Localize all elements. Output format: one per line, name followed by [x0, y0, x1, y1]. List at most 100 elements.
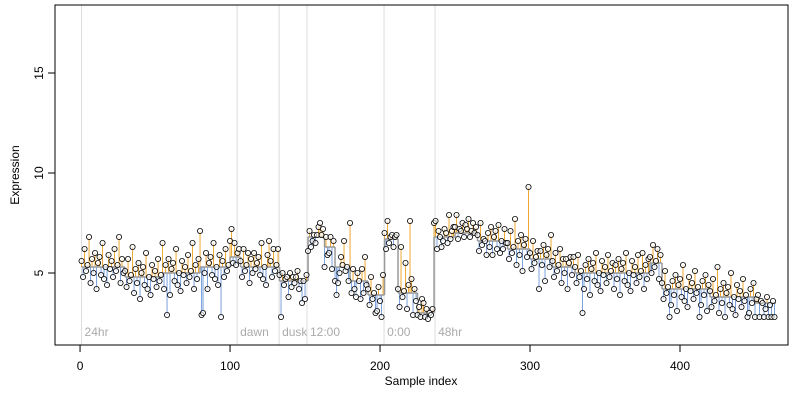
- data-point: [240, 245, 247, 252]
- data-point: [435, 227, 442, 234]
- data-point: [617, 291, 624, 298]
- data-point: [447, 235, 454, 242]
- data-point: [116, 233, 123, 240]
- y-tick-label: 10: [32, 166, 46, 180]
- data-point: [263, 281, 270, 288]
- marker-label: 48hr: [438, 325, 462, 339]
- data-point: [338, 253, 345, 260]
- data-point: [428, 311, 435, 318]
- data-point: [582, 261, 589, 268]
- data-point: [566, 259, 573, 266]
- data-point: [530, 237, 537, 244]
- data-point: [156, 277, 163, 284]
- data-point: [188, 267, 195, 274]
- data-point: [678, 293, 685, 300]
- data-point: [618, 265, 625, 272]
- data-point: [488, 223, 495, 230]
- data-point: [612, 261, 619, 268]
- data-point: [384, 217, 391, 224]
- data-point: [518, 231, 525, 238]
- data-point: [255, 253, 262, 260]
- data-point: [317, 219, 324, 226]
- data-point: [305, 247, 312, 254]
- x-tick-label: 200: [370, 359, 390, 373]
- data-point: [104, 281, 111, 288]
- data-point: [159, 239, 166, 246]
- data-point: [288, 283, 295, 290]
- data-point: [668, 301, 675, 308]
- data-point: [533, 253, 540, 260]
- data-point: [651, 263, 658, 270]
- data-point: [347, 219, 354, 226]
- data-point: [698, 301, 705, 308]
- data-point: [699, 277, 706, 284]
- x-tick-label: 300: [520, 359, 540, 373]
- data-point: [300, 277, 307, 284]
- data-point: [485, 229, 492, 236]
- data-point: [507, 227, 514, 234]
- data-point: [716, 309, 723, 316]
- data-point: [293, 273, 300, 280]
- data-point: [308, 243, 315, 250]
- data-point: [99, 239, 106, 246]
- plot-frame: [54, 4, 789, 346]
- data-point: [482, 237, 489, 244]
- data-point: [150, 275, 157, 282]
- data-point: [179, 257, 186, 264]
- data-point: [260, 275, 267, 282]
- data-point: [501, 225, 508, 232]
- data-point: [585, 255, 592, 262]
- data-point: [161, 285, 168, 292]
- point-layer: [78, 183, 778, 322]
- axes-layer: 0 100 200 300 400 5 10 15: [32, 66, 690, 373]
- data-point: [396, 303, 403, 310]
- data-point: [96, 253, 103, 260]
- data-point: [531, 259, 538, 266]
- data-point: [738, 303, 745, 310]
- data-point: [660, 295, 667, 302]
- data-point: [455, 235, 462, 242]
- data-point: [519, 267, 526, 274]
- data-point: [287, 269, 294, 276]
- data-point: [212, 275, 219, 282]
- data-point: [320, 225, 327, 232]
- data-point: [711, 297, 718, 304]
- data-point: [620, 259, 627, 266]
- data-point: [621, 277, 628, 284]
- data-point: [413, 297, 420, 304]
- data-point: [749, 299, 756, 306]
- data-point: [549, 257, 556, 264]
- data-point: [354, 269, 361, 276]
- data-point: [458, 227, 465, 234]
- data-point: [681, 297, 688, 304]
- data-point: [264, 251, 271, 258]
- data-point: [245, 249, 252, 256]
- data-point: [257, 271, 264, 278]
- data-point: [759, 299, 766, 306]
- data-point: [647, 253, 654, 260]
- x-axis-title: Sample index: [385, 374, 458, 388]
- data-point: [107, 265, 114, 272]
- data-point: [114, 261, 121, 268]
- data-point: [606, 273, 613, 280]
- data-point: [446, 211, 453, 218]
- data-point: [542, 277, 549, 284]
- data-point: [83, 267, 90, 274]
- data-point: [158, 271, 165, 278]
- data-point: [545, 245, 552, 252]
- data-point: [303, 271, 310, 278]
- data-point: [515, 237, 522, 244]
- data-point: [495, 221, 502, 228]
- data-point: [561, 269, 568, 276]
- data-point: [608, 267, 615, 274]
- data-point: [513, 261, 520, 268]
- data-point: [321, 263, 328, 270]
- data-point: [348, 289, 355, 296]
- data-point: [206, 259, 213, 266]
- data-point: [554, 267, 561, 274]
- data-point: [686, 273, 693, 280]
- data-point: [171, 277, 178, 284]
- marker-label: dawn: [240, 325, 269, 339]
- data-point: [573, 279, 580, 286]
- data-point: [153, 283, 160, 290]
